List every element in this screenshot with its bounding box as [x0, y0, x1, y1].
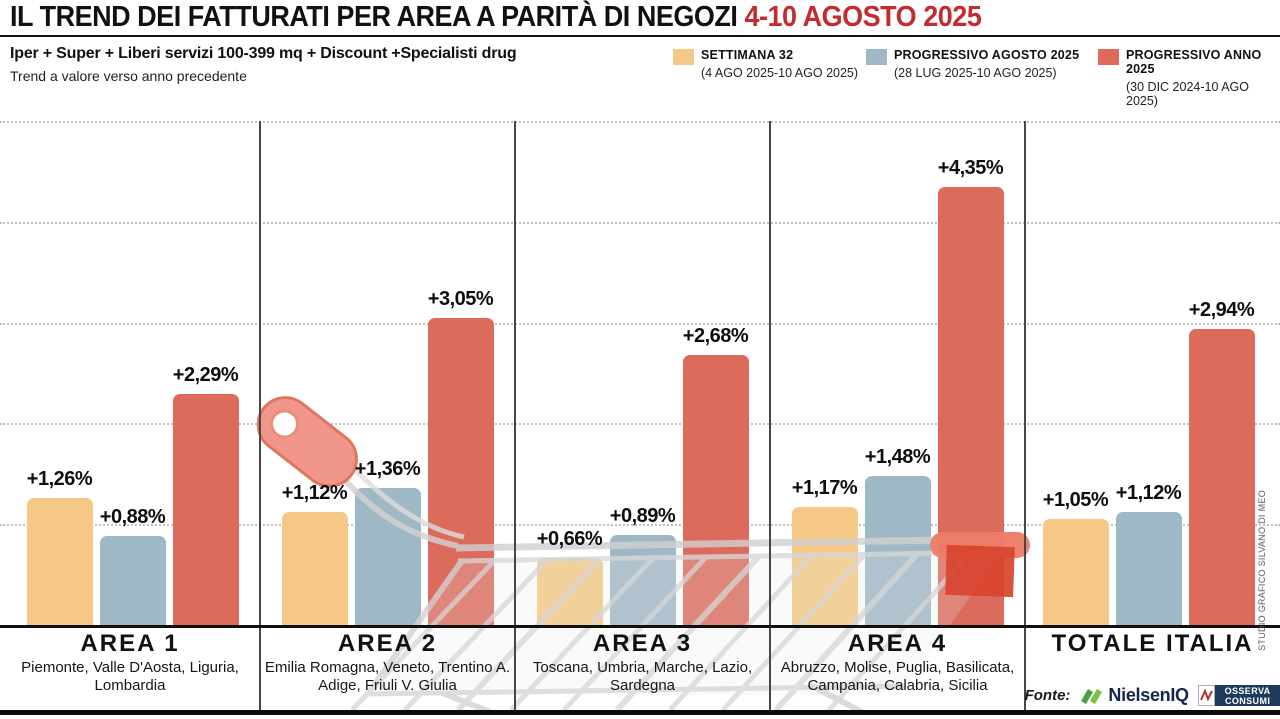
bar-area-4-series0: [791, 507, 858, 625]
category-title: TOTALE ITALIA: [1051, 630, 1254, 657]
title-date-red: 4-10 AGOSTO 2025: [744, 1, 982, 33]
title-black: IL TREND DEI FATTURATI PER AREA A PARITÀ…: [10, 1, 745, 33]
bar-area-1-series0: [26, 497, 93, 625]
group-divider: [1024, 121, 1026, 710]
bar-value-label: +2,94%: [1188, 298, 1255, 321]
group-divider: [514, 121, 516, 710]
bar-value-label: +3,05%: [427, 287, 494, 310]
gridline-4pct: [0, 221, 1280, 224]
nielseniq-chevrons-icon: [1081, 688, 1103, 704]
nielseniq-wordmark: NielsenIQ: [1108, 685, 1189, 705]
bar-value-label: +1,12%: [281, 482, 348, 505]
bar-value-label: +1,36%: [354, 457, 421, 480]
bar-value-label: +0,66%: [536, 528, 603, 551]
bar-value-label: +2,68%: [682, 324, 749, 347]
subtitle-trend: Trend a valore verso anno precedente: [10, 68, 247, 84]
title-divider-line: [0, 35, 1280, 37]
bar-value-label: +0,88%: [99, 506, 166, 529]
subtitle-channels: Iper + Super + Liberi servizi 100-399 mq…: [10, 45, 517, 62]
bottom-black-bar: [0, 710, 1280, 715]
category-cell-area3: AREA 3 Toscana, Umbria, Marche, Lazio, S…: [515, 628, 770, 710]
bar-area-1-series1: [99, 536, 166, 625]
studio-credit: STUDIO GRAFICO SILVANO DI MEO: [1257, 490, 1267, 651]
category-cell-totale-italia: TOTALE ITALIA Fonte: NielsenIQ OSSERVA C…: [1025, 628, 1280, 710]
category-title: AREA 1: [80, 630, 180, 657]
gridline-3pct: [0, 322, 1280, 325]
legend-label: PROGRESSIVO AGOSTO 2025: [894, 48, 1080, 62]
legend-sublabel: (4 AGO 2025-10 AGO 2025): [701, 66, 859, 80]
page-title: IL TREND DEI FATTURATI PER AREA A PARITÀ…: [10, 1, 982, 34]
legend-label: PROGRESSIVO ANNO 2025: [1126, 48, 1262, 76]
category-title: AREA 2: [337, 630, 438, 657]
category-regions: Toscana, Umbria, Marche, Lazio, Sardegna: [532, 659, 753, 695]
category-cell-area2: AREA 2 Emilia Romagna, Veneto, Trentino …: [260, 628, 515, 710]
legend-item-progressivo-anno: PROGRESSIVO ANNO 2025 (30 DIC 2024-10 AG…: [1098, 48, 1280, 108]
legend-swatch-red: [1098, 49, 1119, 65]
bar-value-label: +1,05%: [1042, 489, 1109, 512]
osserva-monogram-icon: [1197, 685, 1215, 706]
category-cell-area4: AREA 4 Abruzzo, Molise, Puglia, Basilica…: [770, 628, 1025, 710]
legend-swatch-yellow: [673, 49, 694, 65]
bar-area-1-series2: [172, 394, 239, 625]
bar-value-label: +1,17%: [791, 477, 858, 500]
category-regions: Abruzzo, Molise, Puglia, Basilicata, Cam…: [780, 659, 1015, 695]
category-title: AREA 4: [847, 630, 948, 657]
source-row: Fonte: NielsenIQ OSSERVA CONSUMI: [1025, 685, 1280, 706]
category-regions: Piemonte, Valle D'Aosta, Liguria, Lombar…: [21, 659, 239, 695]
legend-swatch-blue: [866, 49, 887, 65]
bar-totale-italia-series1: [1115, 512, 1182, 625]
category-title: AREA 3: [592, 630, 693, 657]
category-cell-area1: AREA 1 Piemonte, Valle D'Aosta, Liguria,…: [0, 628, 260, 710]
bar-totale-italia-series2: [1188, 328, 1255, 625]
group-divider: [259, 121, 261, 710]
bar-area-3-series0: [536, 558, 603, 625]
bar-value-label: +1,26%: [26, 467, 93, 490]
osserva-consumi-logo: OSSERVA CONSUMI: [1197, 685, 1280, 706]
bar-value-label: +1,12%: [1115, 482, 1182, 505]
nielseniq-logo: NielsenIQ: [1079, 685, 1189, 706]
legend-item-progressivo-agosto: PROGRESSIVO AGOSTO 2025 (28 LUG 2025-10 …: [866, 48, 1079, 80]
category-label-strip: AREA 1 Piemonte, Valle D'Aosta, Liguria,…: [0, 625, 1280, 710]
legend-sublabel: (30 DIC 2024-10 AGO 2025): [1126, 80, 1249, 108]
bar-value-label: +2,29%: [172, 364, 239, 387]
bar-value-label: +1,48%: [864, 445, 931, 468]
bar-area-4-series2: [937, 186, 1004, 625]
legend-label: SETTIMANA 32: [701, 48, 794, 62]
gridline-2pct: [0, 423, 1280, 426]
bar-area-2-series1: [354, 487, 421, 625]
osserva-wordmark: OSSERVA CONSUMI: [1214, 685, 1280, 706]
gridline-1pct: [0, 524, 1280, 527]
bar-area-3-series2: [682, 354, 749, 625]
legend-sublabel: (28 LUG 2025-10 AGO 2025): [894, 66, 1057, 80]
category-regions: Emilia Romagna, Veneto, Trentino A. Adig…: [264, 659, 511, 695]
group-divider: [769, 121, 771, 710]
bar-value-label: +4,35%: [937, 156, 1004, 179]
legend-item-settimana: SETTIMANA 32 (4 AGO 2025-10 AGO 2025): [673, 48, 858, 80]
gridline-5pct: [0, 121, 1280, 123]
bar-area-2-series0: [281, 512, 348, 625]
bar-totale-italia-series0: [1042, 519, 1109, 625]
source-label: Fonte:: [1024, 687, 1071, 704]
bar-value-label: +0,89%: [609, 505, 676, 528]
